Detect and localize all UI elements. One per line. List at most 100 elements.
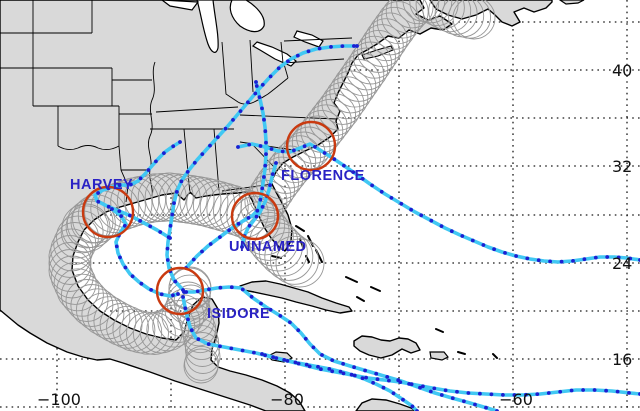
uncertainty-circle	[278, 135, 322, 179]
track-dot	[418, 385, 422, 390]
track-dot	[96, 199, 101, 204]
track-dot	[117, 209, 122, 214]
track-dot	[236, 221, 241, 226]
track-dot	[439, 224, 444, 229]
track-dot	[489, 392, 494, 397]
lat-tick-32: 32	[612, 157, 632, 176]
track-dot	[615, 389, 620, 394]
track-dot	[123, 265, 128, 270]
track-dot	[240, 287, 245, 292]
track-dot	[260, 352, 264, 356]
uncertainty-circle	[112, 308, 156, 352]
track-dot	[186, 317, 190, 322]
track-dot	[389, 196, 394, 200]
track-dot	[263, 353, 267, 358]
track-dot	[410, 404, 415, 409]
east-coast-corridor	[287, 0, 496, 170]
florida-coastal-track	[240, 161, 278, 249]
track-dot	[195, 289, 200, 294]
track-dot	[421, 384, 425, 389]
track-dot	[525, 256, 530, 261]
track-dot	[240, 348, 245, 353]
track-dot	[270, 172, 275, 177]
uncertainty-circle	[428, 0, 472, 33]
track-dot	[174, 190, 179, 194]
track-dot	[604, 388, 608, 393]
track-dot	[582, 257, 587, 262]
track-dot	[148, 224, 153, 229]
track-dot	[268, 74, 273, 79]
storm-label-florence: FLORENCE	[281, 168, 365, 184]
track-dot	[260, 186, 265, 191]
track-dot	[268, 183, 272, 188]
uncertainty-circle	[249, 217, 299, 267]
track-dot	[428, 389, 433, 394]
track-dot	[162, 151, 166, 156]
track-dot	[172, 201, 176, 206]
track-dot	[117, 183, 122, 188]
track-dot	[304, 362, 309, 367]
track-dot	[460, 234, 465, 238]
track-dot	[398, 380, 403, 384]
lake-michigan	[196, 0, 219, 53]
track-dot	[503, 251, 507, 255]
uncertainty-circle	[390, 0, 434, 29]
track-dot	[247, 223, 252, 228]
track-dot	[192, 160, 197, 165]
track-dot	[320, 353, 324, 357]
uncertainty-circle	[126, 311, 169, 355]
track-dot	[130, 274, 135, 279]
track-dot	[114, 244, 119, 249]
track-dot	[569, 388, 574, 393]
track-dot	[512, 393, 517, 397]
uncertainty-circle	[48, 249, 92, 292]
track-dot	[363, 368, 367, 373]
track-dot	[286, 59, 290, 64]
track-dot	[196, 337, 201, 342]
track-dot	[332, 157, 337, 162]
lon-tick-80: −80	[270, 390, 304, 409]
track-dot	[127, 213, 132, 218]
track-dot	[605, 255, 610, 259]
track-dot	[246, 216, 251, 220]
uncertainty-circle	[50, 228, 94, 272]
track-dot	[218, 235, 222, 240]
track-dot	[481, 243, 486, 247]
track-dot	[352, 44, 356, 48]
track-dot	[238, 109, 243, 113]
track-dot	[218, 285, 223, 290]
track-dot	[236, 145, 240, 149]
track-dot	[535, 392, 540, 396]
track-dot	[306, 49, 311, 54]
uncertainty-circle	[368, 12, 412, 56]
track-dot	[364, 375, 368, 380]
track-dot	[329, 45, 333, 49]
track-dot	[146, 168, 151, 172]
track-dot	[536, 258, 541, 263]
storm-name-labels: HARVEY FLORENCE UNNAMED ISIDORE	[70, 168, 365, 322]
track-dot	[381, 385, 386, 390]
lat-tick-24: 24	[612, 254, 632, 273]
uncertainty-circle	[308, 98, 352, 142]
track-dot	[296, 361, 301, 366]
track-dot	[165, 258, 170, 262]
island-cuba	[239, 280, 353, 314]
track-dot	[319, 367, 323, 372]
track-dot	[181, 295, 185, 299]
uncertainty-circle	[53, 261, 97, 305]
track-dot	[341, 361, 345, 366]
track-dot	[269, 147, 274, 151]
track-dot	[223, 126, 228, 131]
storm-position-rings	[81, 120, 337, 316]
track-dot	[254, 80, 258, 84]
track-dot	[409, 382, 414, 387]
track-dot	[592, 388, 597, 392]
track-dot	[484, 405, 488, 410]
track-dot	[352, 365, 356, 370]
landmass-nova-scotia	[429, 0, 553, 27]
track-dot	[96, 191, 100, 195]
lake-erie	[252, 41, 297, 67]
track-dot	[260, 205, 265, 209]
track-dot	[295, 53, 300, 58]
